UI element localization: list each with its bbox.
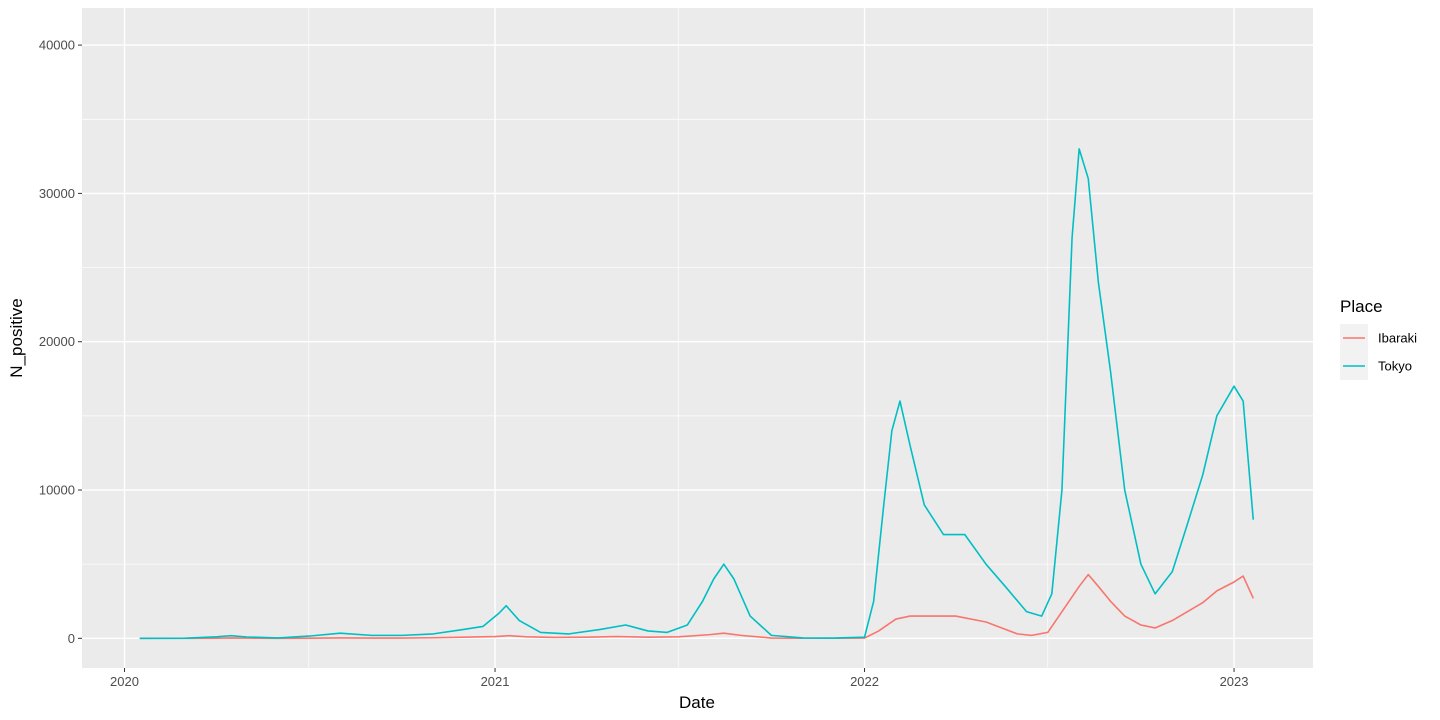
minor-gridlines [82, 8, 1313, 668]
x-tick-label: 2021 [481, 674, 510, 689]
legend-title: Place [1340, 297, 1383, 316]
series-line-tokyo [139, 148, 1255, 640]
y-tick-label: 30000 [39, 186, 75, 201]
series-layer [139, 148, 1255, 640]
x-tick-label: 2022 [850, 674, 879, 689]
legend: Place Ibaraki Tokyo [1340, 297, 1417, 380]
y-tick-label: 0 [68, 631, 75, 646]
legend-label-ibaraki: Ibaraki [1378, 331, 1417, 346]
legend-items: Ibaraki Tokyo [1340, 324, 1417, 380]
x-axis: 2020 2021 2022 2023 [110, 668, 1248, 689]
x-axis-title: Date [679, 693, 715, 712]
plot-panel [82, 8, 1313, 668]
y-axis: 0 10000 20000 30000 40000 [39, 38, 82, 646]
y-tick-label: 20000 [39, 334, 75, 349]
x-tick-label: 2020 [110, 674, 139, 689]
y-tick-label: 40000 [39, 38, 75, 53]
y-axis-title: N_positive [7, 298, 26, 377]
major-gridlines [82, 8, 1313, 668]
x-tick-label: 2023 [1220, 674, 1249, 689]
y-tick-label: 10000 [39, 483, 75, 498]
legend-label-tokyo: Tokyo [1378, 359, 1412, 374]
